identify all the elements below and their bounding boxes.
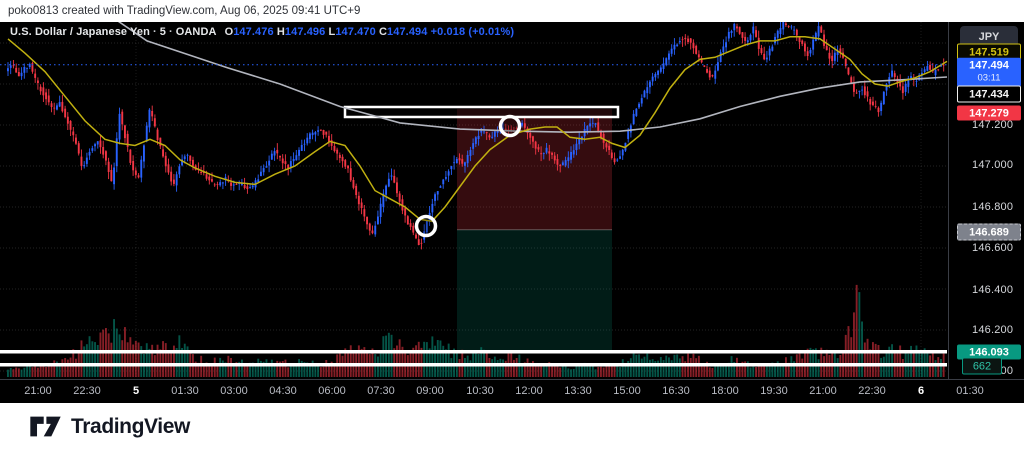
- time-tick-label: 04:30: [269, 385, 297, 397]
- time-axis-pane[interactable]: 21:00 22:30 5 01:30 03:00 04:30 06:00 07:30 09:0…: [0, 379, 1024, 403]
- price-badge-662: 662: [962, 357, 1002, 375]
- time-tick-label: 5: [132, 385, 140, 397]
- price-badge-147494: 147.494 03:11: [957, 57, 1021, 87]
- price-badge-146093: 146.093: [957, 344, 1021, 360]
- currency-toggle-button[interactable]: JPY: [960, 26, 1018, 47]
- time-tick-label: 01:30: [171, 385, 199, 397]
- time-tick-label: 07:30: [367, 385, 395, 397]
- time-tick-label: 09:00: [416, 385, 444, 397]
- time-tick-label: 22:30: [858, 385, 886, 397]
- price-axis-pane[interactable]: JPY 147.200 147.000 146.800 146.600 146.400 1…: [948, 22, 1024, 379]
- price-tick-label: 146.800: [972, 201, 1014, 213]
- price-badge-147519: 147.519: [957, 43, 1021, 61]
- price-tick-label: 146.400: [972, 284, 1014, 296]
- time-tick-label: 01:30: [956, 385, 984, 397]
- time-tick-label: 19:30: [760, 385, 788, 397]
- tradingview-wordmark: TradingView: [71, 414, 190, 438]
- exchange-label: OANDA: [175, 26, 217, 38]
- time-tick-label: 22:30: [73, 385, 101, 397]
- time-tick-label: 13:30: [564, 385, 592, 397]
- time-tick-label: 21:00: [809, 385, 837, 397]
- symbol-legend[interactable]: U.S. Dollar / Japanese Yen · 5 · OANDA O147.4…: [10, 26, 515, 38]
- time-tick-label: 6: [917, 385, 925, 397]
- tradingview-mark-icon: [30, 416, 61, 437]
- symbol-title: U.S. Dollar / Japanese Yen: [10, 26, 150, 38]
- low-value: 147.470: [335, 26, 376, 38]
- credit-line: poko0813 created with TradingView.com, A…: [0, 0, 1024, 22]
- chart-region: U.S. Dollar / Japanese Yen · 5 · OANDA O147.4…: [0, 22, 1024, 403]
- price-tick-label: 146.200: [972, 324, 1014, 336]
- change-value: +0.018 (+0.01%): [430, 26, 515, 38]
- price-badge-147434: 147.434: [957, 85, 1021, 103]
- time-tick-label: 15:00: [613, 385, 641, 397]
- price-tick-label: 147.000: [972, 159, 1014, 171]
- time-tick-label: 16:30: [662, 385, 690, 397]
- high-value: 147.496: [284, 26, 326, 38]
- time-tick-label: 03:00: [220, 385, 248, 397]
- price-badge-146689: 146.689: [957, 223, 1021, 241]
- time-tick-label: 12:00: [515, 385, 543, 397]
- ohlc-values: O147.476 H147.496 L147.470 C147.494 +0.0…: [224, 26, 515, 38]
- interval-label: 5: [159, 26, 166, 38]
- price-badge-147279: 147.279: [957, 105, 1021, 121]
- footer-band: TradingView: [0, 403, 1024, 450]
- tradingview-logo-link[interactable]: TradingView: [29, 414, 190, 439]
- time-tick-label: 06:00: [318, 385, 346, 397]
- price-tick-label: 146.600: [972, 242, 1014, 254]
- price-chart-canvas[interactable]: [0, 22, 948, 379]
- credit-text: poko0813 created with TradingView.com, A…: [8, 5, 361, 17]
- time-tick-label: 18:00: [711, 385, 739, 397]
- open-value: 147.476: [233, 26, 274, 38]
- time-tick-label: 21:00: [24, 385, 52, 397]
- close-value: 147.494: [387, 26, 428, 38]
- price-tick-label: 147.200: [972, 119, 1014, 131]
- time-tick-label: 10:30: [466, 385, 494, 397]
